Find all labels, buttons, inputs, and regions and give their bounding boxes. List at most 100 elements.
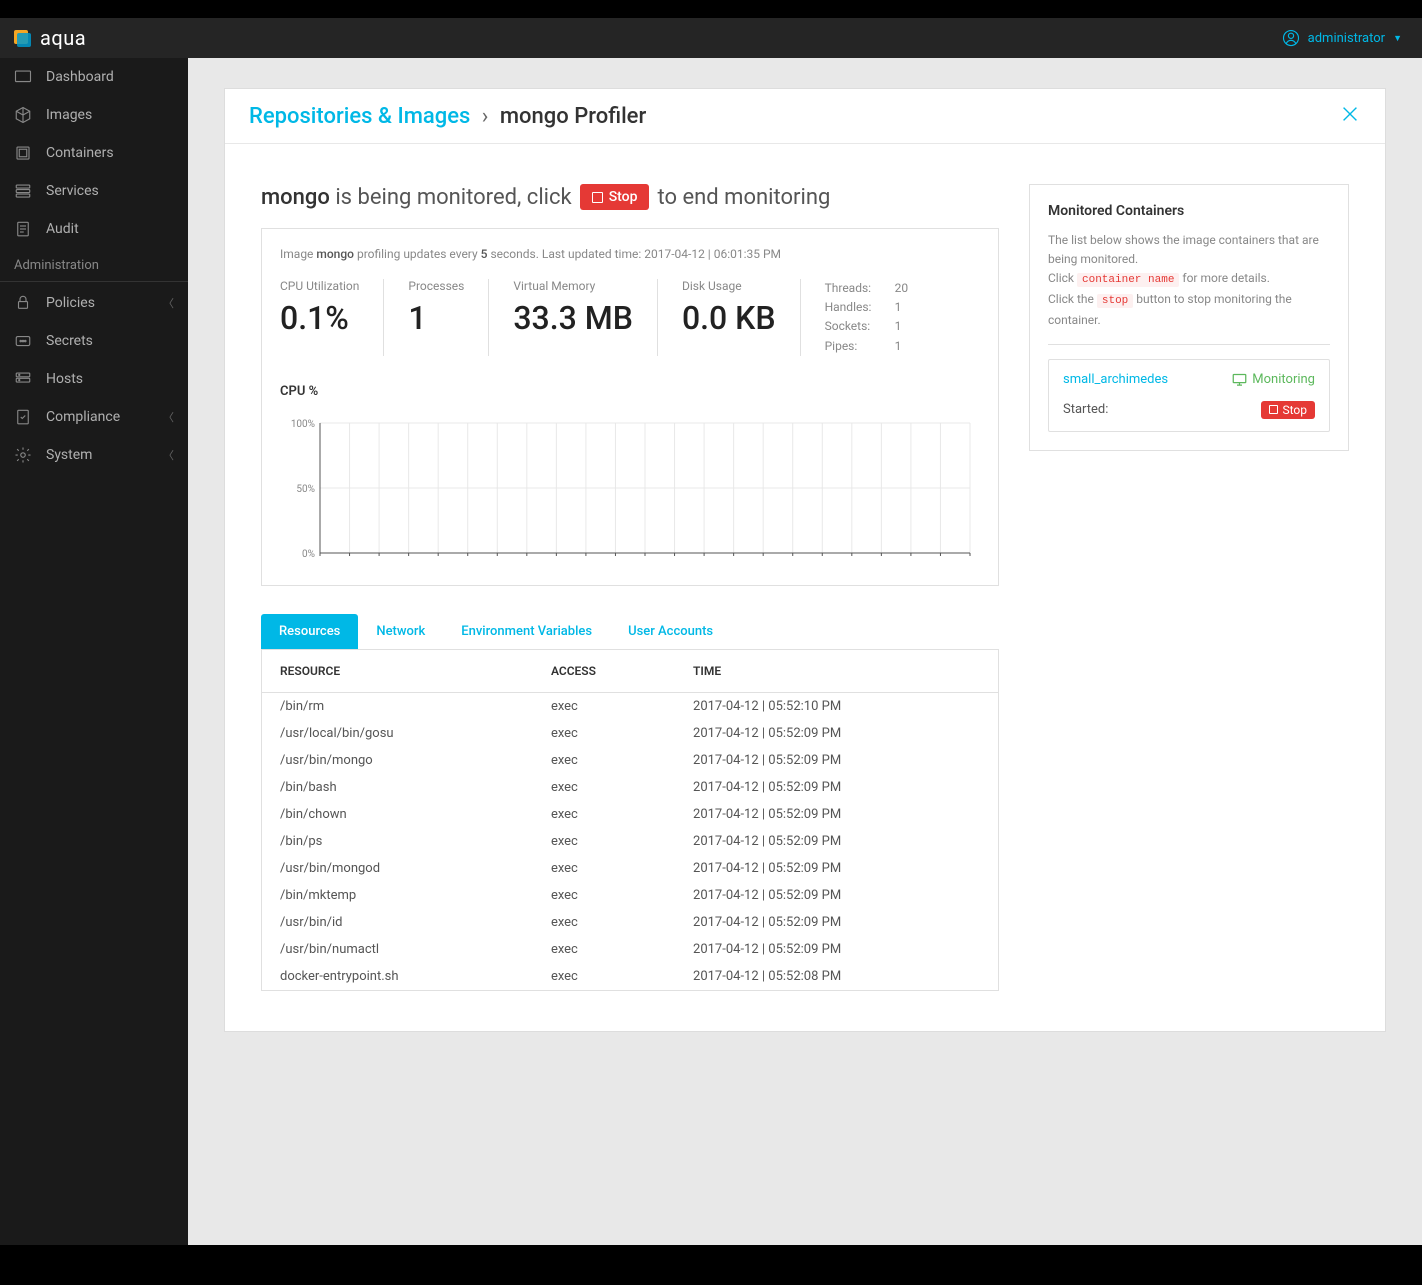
side-panel-desc: The list below shows the image container… bbox=[1048, 231, 1330, 330]
tabs: ResourcesNetworkEnvironment VariablesUse… bbox=[261, 614, 999, 650]
policies-icon bbox=[14, 294, 32, 312]
compliance-icon bbox=[14, 408, 32, 426]
breadcrumb-root[interactable]: Repositories & Images bbox=[249, 104, 470, 129]
logo[interactable]: aqua bbox=[12, 26, 86, 50]
sidebar-item-images[interactable]: Images bbox=[0, 96, 188, 134]
table-row: docker-entrypoint.shexec2017-04-12 | 05:… bbox=[262, 963, 998, 990]
stat-block: Virtual Memory 33.3 MB bbox=[489, 279, 658, 356]
stat-block: Disk Usage0.0 KB bbox=[658, 279, 801, 356]
nav-label: Containers bbox=[46, 145, 114, 161]
svg-text:100%: 100% bbox=[291, 419, 315, 430]
hosts-icon bbox=[14, 370, 32, 388]
breadcrumb-current: mongo Profiler bbox=[500, 104, 646, 129]
user-menu[interactable]: administrator ▼ bbox=[1282, 29, 1402, 47]
sidebar-item-dashboard[interactable]: Dashboard bbox=[0, 58, 188, 96]
table-row: /bin/bashexec2017-04-12 | 05:52:09 PM bbox=[262, 774, 998, 801]
tab-environment-variables[interactable]: Environment Variables bbox=[443, 614, 610, 649]
stat-value: 33.3 MB bbox=[513, 299, 633, 337]
svg-text:0%: 0% bbox=[302, 549, 315, 560]
resources-table: RESOURCEACCESSTIME /bin/rmexec2017-04-12… bbox=[261, 650, 999, 991]
table-header: ACCESS bbox=[533, 650, 675, 693]
containers-icon bbox=[14, 144, 32, 162]
table-row: /bin/chownexec2017-04-12 | 05:52:09 PM bbox=[262, 801, 998, 828]
mini-stats: Threads:20Handles:1Sockets:1Pipes:1 bbox=[801, 279, 909, 356]
sidebar-item-policies[interactable]: Policies 〈 bbox=[0, 284, 188, 322]
sidebar-item-compliance[interactable]: Compliance 〈 bbox=[0, 398, 188, 436]
cpu-chart: CPU % 100% 50% 0% bbox=[280, 384, 980, 567]
side-panel-title: Monitored Containers bbox=[1048, 203, 1330, 219]
nav-label: Dashboard bbox=[46, 69, 114, 85]
stop-monitoring-button[interactable]: Stop bbox=[580, 184, 650, 210]
update-text: Image mongo profiling updates every 5 se… bbox=[280, 247, 980, 261]
main-panel: Repositories & Images › mongo Profiler m… bbox=[224, 88, 1386, 1032]
close-icon bbox=[1339, 103, 1361, 125]
table-header: TIME bbox=[675, 650, 998, 693]
stat-label: Virtual Memory bbox=[513, 279, 633, 293]
chevron-left-icon: 〈 bbox=[163, 409, 174, 425]
stat-block: Processes 1 bbox=[384, 279, 489, 356]
stat-label: Disk Usage bbox=[682, 279, 776, 293]
sidebar-section-label: Administration bbox=[0, 248, 188, 282]
secrets-icon bbox=[14, 332, 32, 350]
breadcrumb-sep: › bbox=[476, 104, 495, 129]
sidebar-item-services[interactable]: Services bbox=[0, 172, 188, 210]
table-row: /usr/bin/mongodexec2017-04-12 | 05:52:09… bbox=[262, 855, 998, 882]
sidebar-item-containers[interactable]: Containers bbox=[0, 134, 188, 172]
stat-block: CPU Utilization 0.1% bbox=[280, 279, 384, 356]
started-label: Started: bbox=[1063, 402, 1108, 417]
svg-text:50%: 50% bbox=[296, 484, 315, 495]
table-row: /bin/psexec2017-04-12 | 05:52:09 PM bbox=[262, 828, 998, 855]
images-icon bbox=[14, 106, 32, 124]
sidebar-item-secrets[interactable]: Secrets bbox=[0, 322, 188, 360]
nav-label: Services bbox=[46, 183, 99, 199]
table-row: /usr/bin/idexec2017-04-12 | 05:52:09 PM bbox=[262, 909, 998, 936]
system-icon bbox=[14, 446, 32, 464]
status-image-name: mongo bbox=[261, 185, 330, 210]
container-name-link[interactable]: small_archimedes bbox=[1063, 372, 1168, 387]
monitor-icon bbox=[1232, 373, 1247, 386]
sidebar-item-system[interactable]: System 〈 bbox=[0, 436, 188, 474]
container-stop-button[interactable]: Stop bbox=[1261, 401, 1315, 419]
logo-icon bbox=[12, 28, 32, 48]
services-icon bbox=[14, 182, 32, 200]
container-card: small_archimedes Monitoring bbox=[1048, 359, 1330, 432]
nav-label: Secrets bbox=[46, 333, 93, 349]
nav-label: Policies bbox=[46, 295, 95, 311]
tab-user-accounts[interactable]: User Accounts bbox=[610, 614, 731, 649]
nav-label: Compliance bbox=[46, 409, 120, 425]
brand-name: aqua bbox=[40, 26, 86, 50]
chart-title: CPU % bbox=[280, 384, 980, 399]
breadcrumb: Repositories & Images › mongo Profiler bbox=[249, 104, 646, 129]
stat-value: 0.1% bbox=[280, 299, 359, 337]
sidebar: Dashboard Images Containers Services Audit A… bbox=[0, 58, 188, 1245]
status-line: mongo is being monitored, click Stop to … bbox=[261, 184, 999, 210]
dashboard-icon bbox=[14, 68, 32, 86]
tab-network[interactable]: Network bbox=[358, 614, 443, 649]
nav-label: Images bbox=[46, 107, 92, 123]
table-row: /usr/bin/mongoexec2017-04-12 | 05:52:09 … bbox=[262, 747, 998, 774]
metrics-box: Image mongo profiling updates every 5 se… bbox=[261, 228, 999, 586]
sidebar-item-hosts[interactable]: Hosts bbox=[0, 360, 188, 398]
sidebar-item-audit[interactable]: Audit bbox=[0, 210, 188, 248]
stat-value: 1 bbox=[408, 299, 464, 337]
user-icon bbox=[1282, 29, 1300, 47]
table-row: /bin/mktempexec2017-04-12 | 05:52:09 PM bbox=[262, 882, 998, 909]
stop-icon bbox=[1269, 405, 1278, 414]
caret-down-icon: ▼ bbox=[1393, 33, 1402, 44]
user-name: administrator bbox=[1308, 31, 1385, 46]
table-row: /usr/bin/numactlexec2017-04-12 | 05:52:0… bbox=[262, 936, 998, 963]
nav-label: Hosts bbox=[46, 371, 83, 387]
table-row: /usr/local/bin/gosuexec2017-04-12 | 05:5… bbox=[262, 720, 998, 747]
chevron-left-icon: 〈 bbox=[163, 447, 174, 463]
close-button[interactable] bbox=[1339, 103, 1361, 129]
tab-resources[interactable]: Resources bbox=[261, 614, 358, 649]
stat-label: CPU Utilization bbox=[280, 279, 359, 293]
chart-svg: 100% 50% 0% bbox=[280, 413, 980, 563]
table-row: /bin/rmexec2017-04-12 | 05:52:10 PM bbox=[262, 692, 998, 720]
chevron-left-icon: 〈 bbox=[163, 295, 174, 311]
nav-label: System bbox=[46, 447, 92, 463]
stat-label: Processes bbox=[408, 279, 464, 293]
table-header: RESOURCE bbox=[262, 650, 533, 693]
stop-icon bbox=[592, 192, 603, 203]
nav-label: Audit bbox=[46, 221, 79, 237]
